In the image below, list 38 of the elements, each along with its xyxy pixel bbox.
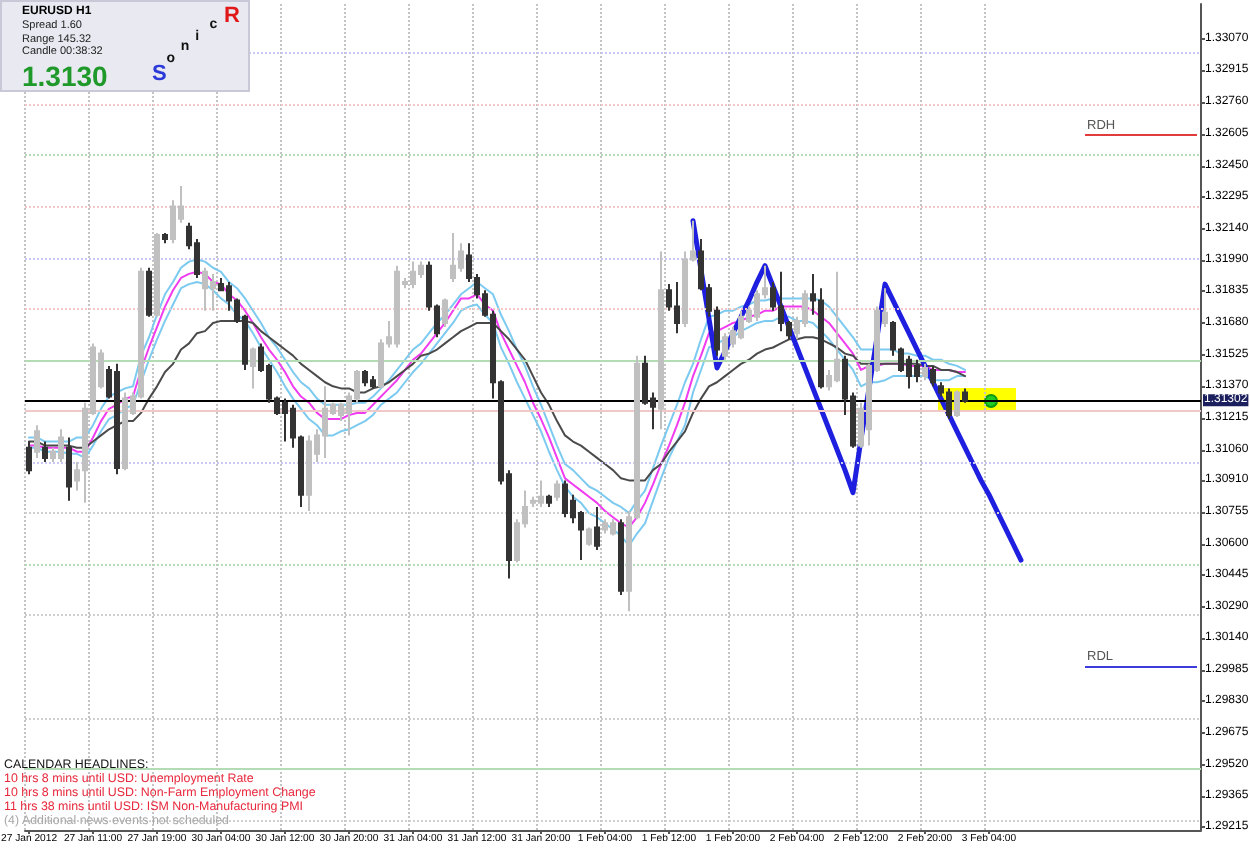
line-series: [28, 319, 966, 482]
candlestick: [202, 266, 208, 312]
candlestick: [282, 397, 288, 443]
candlestick: [42, 440, 48, 463]
candlestick: [562, 479, 568, 519]
candlestick: [586, 526, 592, 547]
candlestick: [162, 231, 168, 245]
candlestick: [146, 266, 152, 318]
candlestick: [930, 364, 936, 388]
candlestick: [914, 358, 920, 384]
candlestick: [362, 368, 368, 388]
candlestick: [442, 297, 448, 329]
candlestick: [58, 428, 64, 463]
candlestick: [34, 424, 40, 459]
candlestick: [946, 387, 952, 421]
annotation: 1.3130: [22, 59, 108, 91]
candlestick: [618, 518, 624, 596]
candlestick: [906, 354, 912, 390]
candlestick: [778, 270, 784, 333]
candlestick: [610, 518, 616, 537]
candlestick: [594, 505, 600, 551]
candlestick: [394, 264, 400, 349]
candlestick: [834, 270, 840, 384]
candlestick: [546, 493, 552, 508]
candlestick: [738, 309, 744, 341]
candlestick: [450, 231, 456, 284]
candlestick: [306, 434, 312, 513]
candlestick: [250, 346, 256, 390]
candlestick: [26, 440, 32, 476]
candlestick: [370, 375, 376, 390]
candlestick: [66, 436, 72, 502]
candlestick: [554, 479, 560, 502]
candlestick: [674, 281, 680, 335]
candlestick: [122, 391, 128, 472]
candlestick: [322, 385, 328, 459]
candlestick: [962, 387, 968, 404]
candlestick: [954, 389, 960, 418]
candlestick: [114, 362, 120, 476]
